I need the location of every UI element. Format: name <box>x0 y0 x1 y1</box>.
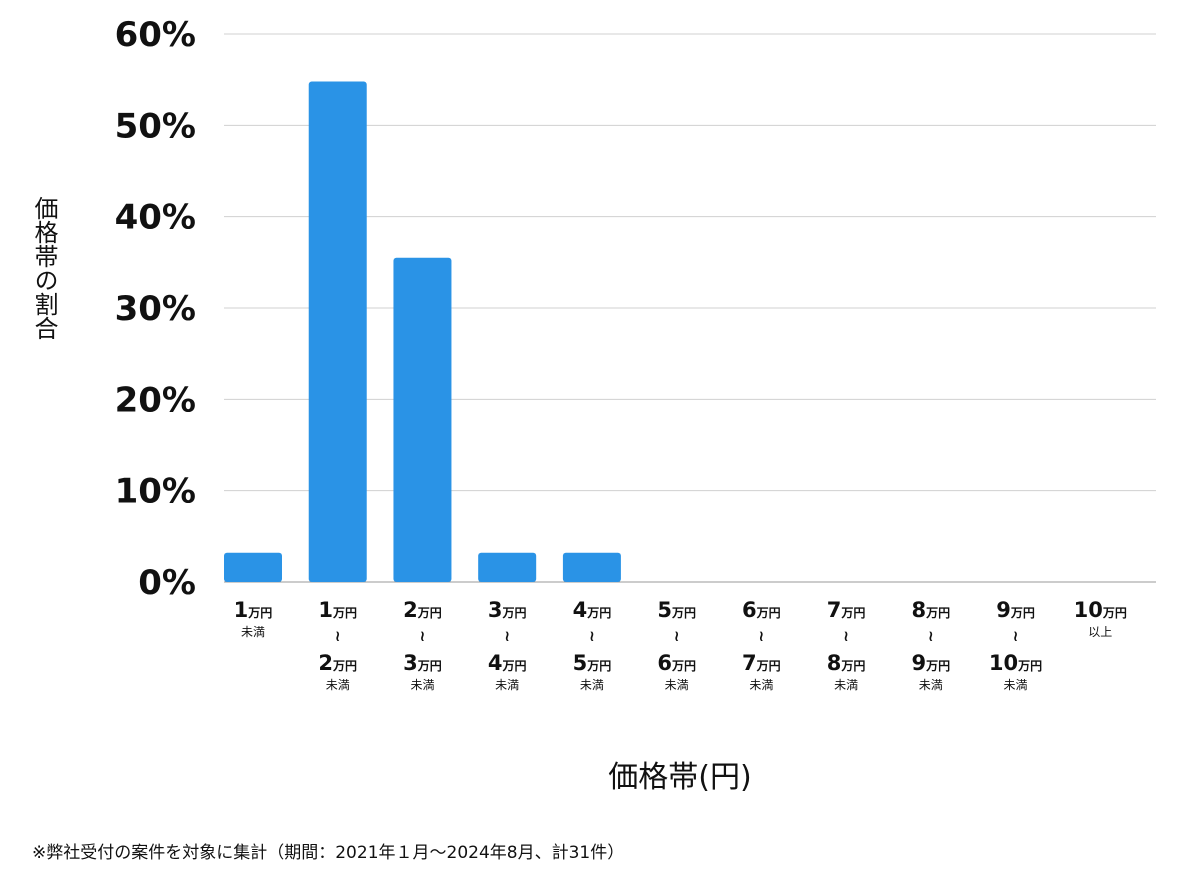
bar <box>308 81 367 582</box>
x-tick-range-mark: ≀ <box>674 627 680 645</box>
x-tick-label: 10万円 <box>1074 598 1127 622</box>
x-tick-label: 10万円 <box>989 651 1042 675</box>
x-tick-note: 未満 <box>326 678 350 692</box>
y-tick-label: 60% <box>115 15 196 55</box>
x-tick-label: 8万円 <box>827 651 866 675</box>
x-tick-note: 未満 <box>834 678 858 692</box>
x-tick-label: 4万円 <box>573 598 612 622</box>
bar <box>478 552 537 582</box>
x-tick-label: 2万円 <box>318 651 357 675</box>
bar <box>393 257 452 582</box>
x-tick-label: 9万円 <box>996 598 1035 622</box>
bar <box>224 552 282 582</box>
y-tick-label: 30% <box>115 289 196 329</box>
x-tick-range-mark: ≀ <box>420 627 426 645</box>
y-tick-label: 50% <box>115 106 196 146</box>
x-tick-label: 4万円 <box>488 651 527 675</box>
x-tick-range-mark: ≀ <box>928 627 934 645</box>
x-tick-note: 未満 <box>580 678 604 692</box>
x-tick-label: 8万円 <box>911 598 950 622</box>
x-tick-label: 2万円 <box>403 598 442 622</box>
x-tick-range-mark: ≀ <box>759 627 765 645</box>
x-tick-label: 5万円 <box>573 651 612 675</box>
x-tick-note: 未満 <box>241 625 265 639</box>
x-tick-range-mark: ≀ <box>1013 627 1019 645</box>
x-tick-label: 1万円 <box>234 598 273 622</box>
x-tick-label: 6万円 <box>657 651 696 675</box>
x-tick-label: 1万円 <box>318 598 357 622</box>
y-tick-label: 10% <box>115 472 196 512</box>
x-tick-range-mark: ≀ <box>589 627 595 645</box>
x-tick-note: 未満 <box>749 678 773 692</box>
x-tick-range-mark: ≀ <box>504 627 510 645</box>
x-tick-label: 9万円 <box>911 651 950 675</box>
x-tick-note: 未満 <box>410 678 434 692</box>
y-axis-label: 価格帯の割合 <box>30 196 58 340</box>
footnote: ※弊社受付の案件を対象に集計（期間：2021年１月～2024年8月、計31件） <box>32 843 625 863</box>
bar <box>562 552 621 582</box>
x-tick-note: 以上 <box>1088 625 1112 639</box>
x-tick-note: 未満 <box>919 678 943 692</box>
x-tick-label: 7万円 <box>827 598 866 622</box>
x-tick-label: 3万円 <box>403 651 442 675</box>
x-tick-note: 未満 <box>1004 678 1028 692</box>
x-tick-range-mark: ≀ <box>843 627 849 645</box>
y-tick-label: 20% <box>115 380 196 420</box>
y-tick-label: 0% <box>138 563 196 603</box>
x-tick-label: 6万円 <box>742 598 781 622</box>
y-tick-label: 40% <box>115 198 196 238</box>
x-tick-label: 5万円 <box>657 598 696 622</box>
x-tick-note: 未満 <box>495 678 519 692</box>
x-axis-label: 価格帯(円) <box>608 760 752 795</box>
x-tick-label: 3万円 <box>488 598 527 622</box>
x-tick-label: 7万円 <box>742 651 781 675</box>
x-tick-note: 未満 <box>665 678 689 692</box>
x-tick-range-mark: ≀ <box>335 627 341 645</box>
